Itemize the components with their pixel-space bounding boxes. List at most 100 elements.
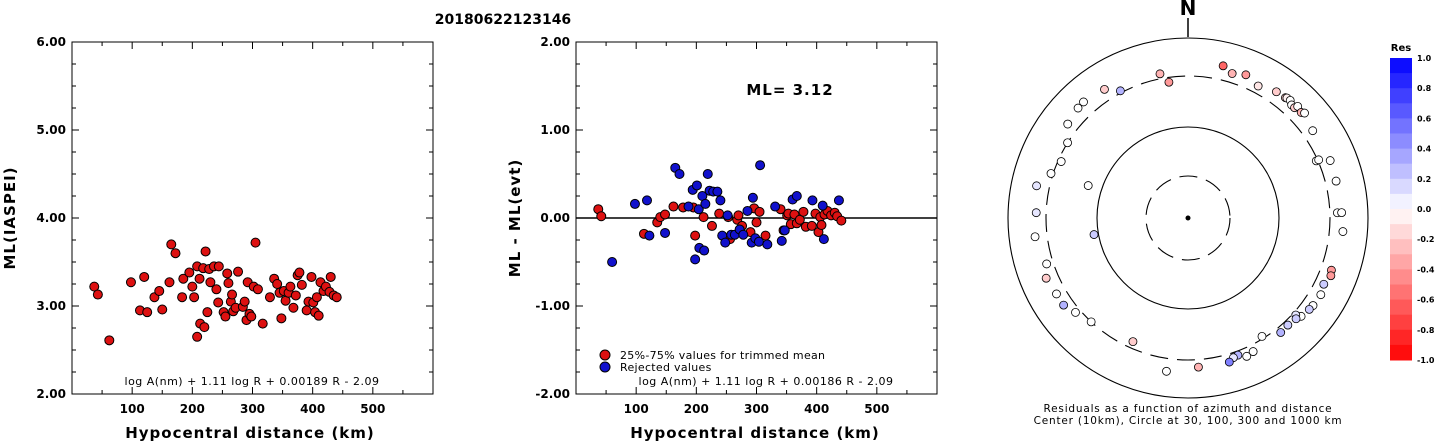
colorbar-cell bbox=[1390, 254, 1412, 270]
ml-residual-red-point bbox=[698, 212, 709, 223]
station-residual-point bbox=[1031, 208, 1041, 218]
colorbar-ticks: 1.0 0.8 0.6 0.4 0.2 0.0 -0.2 -0.4 -0.6 -0.8 -1.0 bbox=[1417, 54, 1435, 365]
ml-residual-y-tick-label: -2.00 bbox=[535, 387, 570, 401]
ml-residual-blue-point bbox=[747, 192, 758, 203]
ml-residual-blue-point bbox=[712, 186, 723, 197]
ml-residual-x-axis-label: Hypocentral distance (km) bbox=[630, 424, 880, 441]
polar-caption-line-1: Residuals as a function of azimuth and d… bbox=[1044, 403, 1333, 415]
station-residual-point bbox=[1162, 366, 1171, 376]
ml-residual-formula: log A(nm) + 1.11 log R + 0.00186 R - 2.0… bbox=[639, 375, 894, 388]
ml-iaspei-y-tick-label: 5.00 bbox=[36, 123, 66, 137]
colorbar-cell bbox=[1390, 103, 1412, 119]
ml-iaspei-red-point bbox=[199, 322, 210, 333]
ml-residual-x-tick-label: 500 bbox=[864, 402, 889, 416]
distance-rings bbox=[1007, 37, 1369, 399]
ml-iaspei-red-point bbox=[92, 289, 103, 300]
ml-iaspei-y-tick-label: 3.00 bbox=[36, 299, 66, 313]
ml-residual-red-point bbox=[706, 220, 717, 231]
station-residual-point bbox=[1271, 87, 1281, 97]
ml-residual-y-tick-label: -1.00 bbox=[535, 299, 570, 313]
station-residual-point bbox=[1283, 320, 1293, 330]
ring-300km bbox=[1045, 75, 1331, 361]
ml-iaspei-red-point bbox=[139, 271, 150, 282]
station-residual-point bbox=[1079, 97, 1088, 107]
ml-iaspei-red-point bbox=[239, 296, 250, 307]
station-residual-point bbox=[1257, 332, 1267, 341]
station-residual-point bbox=[1316, 290, 1326, 300]
ml-residual-blue-point bbox=[833, 195, 844, 206]
legend-blue-label: Rejected values bbox=[620, 361, 712, 374]
ml-iaspei-red-point bbox=[227, 289, 238, 300]
colorbar-cells bbox=[1390, 58, 1412, 361]
ml-iaspei-red-point bbox=[285, 281, 296, 292]
station-residual-point bbox=[1308, 126, 1318, 136]
polar-caption-line-2: Center (10km), Circle at 30, 100, 300 an… bbox=[1034, 415, 1343, 427]
ml-iaspei-red-point bbox=[187, 281, 198, 292]
station-residual-point bbox=[1224, 357, 1234, 367]
ml-residual-red-point bbox=[798, 206, 809, 217]
station-residual-point bbox=[1059, 300, 1069, 310]
station-residual-point bbox=[1100, 84, 1109, 94]
ml-iaspei-x-axis-label: Hypocentral distance (km) bbox=[125, 424, 375, 441]
colorbar-tick-label: -1.0 bbox=[1417, 356, 1435, 365]
ml-residual-blue-point bbox=[722, 210, 733, 221]
azimuth-residual-points bbox=[1030, 61, 1348, 376]
ml-residual-red-point bbox=[733, 210, 744, 221]
colorbar-cell bbox=[1390, 224, 1412, 240]
ml-iaspei-red-point bbox=[313, 310, 324, 321]
ml-iaspei-formula: log A(nm) + 1.11 log R + 0.00189 R - 2.0… bbox=[125, 375, 380, 388]
ml-iaspei-red-point bbox=[142, 307, 153, 318]
ml-iaspei-red-point bbox=[213, 261, 224, 272]
colorbar-cell bbox=[1390, 314, 1412, 331]
station-residual-point bbox=[1115, 86, 1125, 96]
ml-iaspei-red-point bbox=[184, 267, 195, 278]
colorbar-cell bbox=[1390, 148, 1412, 165]
station-residual-point bbox=[1046, 169, 1056, 178]
ml-residual-x-ticks: 100 200 300 400 500 bbox=[575, 42, 938, 416]
station-residual-point bbox=[1338, 227, 1348, 236]
station-residual-point bbox=[1248, 347, 1258, 356]
ml-iaspei-y-tick-label: 6.00 bbox=[36, 35, 66, 49]
ml-residual-x-tick-label: 100 bbox=[624, 402, 649, 416]
ml-iaspei-x-tick-label: 500 bbox=[360, 402, 385, 416]
colorbar-tick-label: -0.6 bbox=[1417, 296, 1435, 305]
station-residual-point bbox=[1089, 230, 1099, 239]
ml-iaspei-red-point bbox=[170, 248, 181, 259]
ml-residual-blue-point bbox=[693, 204, 704, 215]
ml-iaspei-red-point bbox=[157, 304, 168, 315]
station-residual-point bbox=[1325, 156, 1335, 165]
colorbar-cell bbox=[1390, 193, 1412, 210]
ml-iaspei-red-point bbox=[223, 278, 234, 289]
ml-residual-blue-point bbox=[702, 169, 713, 179]
ml-iaspei-y-axis-label: ML(IASPEI) bbox=[1, 166, 19, 269]
colorbar-tick-label: 0.6 bbox=[1417, 114, 1432, 123]
ml-iaspei-red-point bbox=[311, 292, 322, 303]
ml-residual-blue-point bbox=[779, 225, 790, 236]
ml-residual-red-point bbox=[714, 208, 725, 219]
colorbar-tick-label: 0.0 bbox=[1417, 205, 1432, 214]
ml-iaspei-red-point bbox=[272, 279, 283, 289]
ml-iaspei-points bbox=[89, 237, 342, 346]
ml-residual-red-point bbox=[806, 220, 817, 231]
ml-residual-red-point bbox=[816, 220, 827, 231]
colorbar-cell bbox=[1390, 73, 1412, 89]
ml-residual-y-tick-label: 2.00 bbox=[540, 35, 570, 49]
ml-iaspei-panel: 100 200 300 400 500 2.00 3.00 4.00 5.00 6.00 log… bbox=[1, 35, 434, 442]
ml-iaspei-red-point bbox=[325, 271, 336, 282]
ml-iaspei-red-point bbox=[164, 277, 175, 288]
ml-residual-blue-point bbox=[691, 180, 702, 191]
ml-residual-y-ticks: -2.00 -1.00 0.00 1.00 2.00 bbox=[535, 35, 937, 401]
station-residual-point bbox=[1314, 155, 1324, 165]
colorbar-tick-label: -0.4 bbox=[1417, 265, 1435, 274]
ml-residual-blue-point bbox=[644, 230, 655, 241]
station-residual-point bbox=[1063, 119, 1073, 129]
ml-iaspei-red-point bbox=[211, 284, 222, 295]
ml-iaspei-red-point bbox=[192, 331, 203, 342]
north-label: N bbox=[1180, 0, 1197, 20]
station-residual-point bbox=[1218, 61, 1228, 71]
ml-iaspei-red-point bbox=[331, 292, 342, 303]
ml-iaspei-red-point bbox=[104, 335, 115, 346]
ml-residual-blue-point bbox=[683, 201, 694, 212]
station-residual-point bbox=[1194, 362, 1203, 372]
